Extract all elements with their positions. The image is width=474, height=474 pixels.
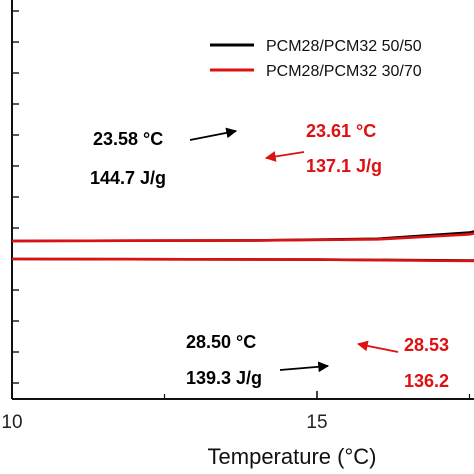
annotation-red-cooling-temp: 28.53 bbox=[404, 335, 449, 355]
annotation-arrow-black-heating bbox=[189, 127, 238, 141]
annotation-red-cooling-enthalpy: 136.2 bbox=[404, 371, 449, 391]
series-line-red-heating bbox=[11, 232, 474, 243]
y-axis-ticks bbox=[12, 10, 19, 384]
annotation-arrow-red-heating bbox=[264, 151, 305, 162]
annotation-black-heating-enthalpy: 144.7 J/g bbox=[90, 168, 166, 188]
legend-label-red: PCM28/PCM32 30/70 bbox=[266, 63, 422, 80]
series-line-red-cooling bbox=[11, 257, 474, 263]
x-axis-ticks: 101520253035 bbox=[1, 391, 471, 433]
annotation-arrow-black-cooling bbox=[279, 361, 330, 373]
x-tick-label-15: 15 bbox=[306, 412, 327, 433]
annotation-red-heating-temp: 23.61 °C bbox=[306, 121, 376, 141]
x-tick-label-10: 10 bbox=[1, 412, 22, 433]
annotation-black-cooling-temp: 28.50 °C bbox=[186, 332, 256, 352]
annotation-black-heating-temp: 23.58 °C bbox=[93, 129, 163, 149]
annotation-black-cooling-enthalpy: 139.3 J/g bbox=[186, 368, 262, 388]
series-line-black-heating bbox=[11, 230, 474, 243]
annotation-red-heating-enthalpy: 137.1 J/g bbox=[306, 156, 382, 176]
x-axis-title: Temperature (°C) bbox=[208, 444, 377, 469]
legend: PCM28/PCM32 50/50 PCM28/PCM32 30/70 bbox=[210, 38, 422, 80]
annotation-arrow-red-cooling bbox=[356, 340, 399, 353]
legend-label-black: PCM28/PCM32 50/50 bbox=[266, 38, 422, 55]
